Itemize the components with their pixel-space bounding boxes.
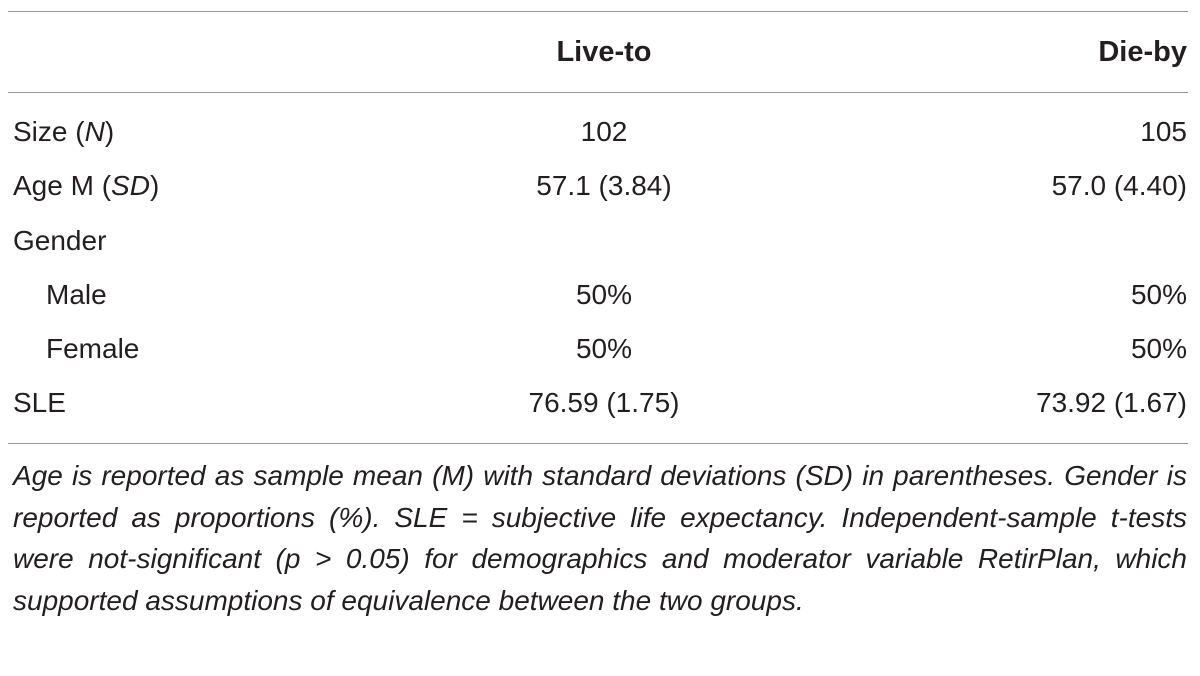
cell-male-live-to: 50%: [575, 279, 633, 310]
row-label-age-italic: SD: [111, 170, 150, 201]
row-label-size-italic: N: [84, 116, 105, 147]
cell-size-die-by: 105: [1140, 116, 1187, 147]
row-label-sle: SLE: [13, 387, 66, 418]
row-label-size-tail: ): [104, 116, 115, 147]
table-footnote: Age is reported as sample mean (M) with …: [13, 460, 1187, 616]
table-top-rule: [8, 11, 1188, 12]
cell-female-live-to: 50%: [575, 333, 633, 364]
row-label-gender: Gender: [13, 225, 107, 256]
cell-male-die-by: 50%: [1130, 279, 1187, 310]
row-label-male: Male: [46, 279, 107, 310]
cell-sle-die-by: 73.92 (1.67): [1036, 387, 1187, 418]
row-label-size-text: Size (: [13, 116, 85, 147]
cell-sle-live-to: 76.59 (1.75): [528, 387, 680, 418]
row-label-age-tail: ): [149, 170, 160, 201]
cell-age-live-to: 57.1 (3.84): [536, 170, 672, 201]
row-label-age: Age M (SD): [13, 169, 159, 203]
cell-female-die-by: 50%: [1130, 333, 1187, 364]
table-header-rule: [8, 92, 1188, 93]
row-label-size: Size (N): [13, 115, 114, 149]
column-header-live-to: Live-to: [556, 36, 652, 68]
table-bottom-rule: [8, 443, 1188, 444]
row-label-age-text: Age M (: [13, 170, 112, 201]
row-label-female: Female: [46, 333, 140, 364]
cell-age-die-by: 57.0 (4.40): [1051, 170, 1187, 201]
column-header-die-by: Die-by: [1098, 36, 1187, 68]
cell-size-live-to: 102: [580, 116, 628, 147]
